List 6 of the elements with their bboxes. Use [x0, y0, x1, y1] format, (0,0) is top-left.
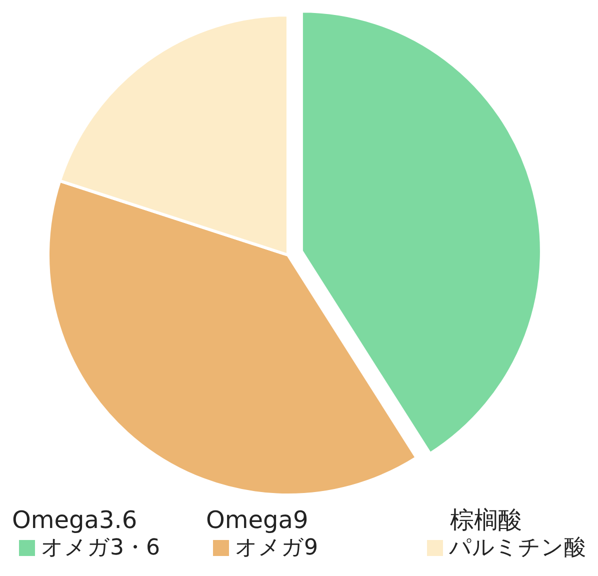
text: Omega9 [206, 506, 308, 534]
legend-label: オメガ9 [235, 536, 318, 560]
legend-label: パルミチン酸 [448, 536, 586, 560]
text: Omega3.6 [12, 506, 138, 534]
text: 棕榈酸 [450, 506, 522, 534]
legend-label: オメガ3・6 [41, 536, 160, 560]
